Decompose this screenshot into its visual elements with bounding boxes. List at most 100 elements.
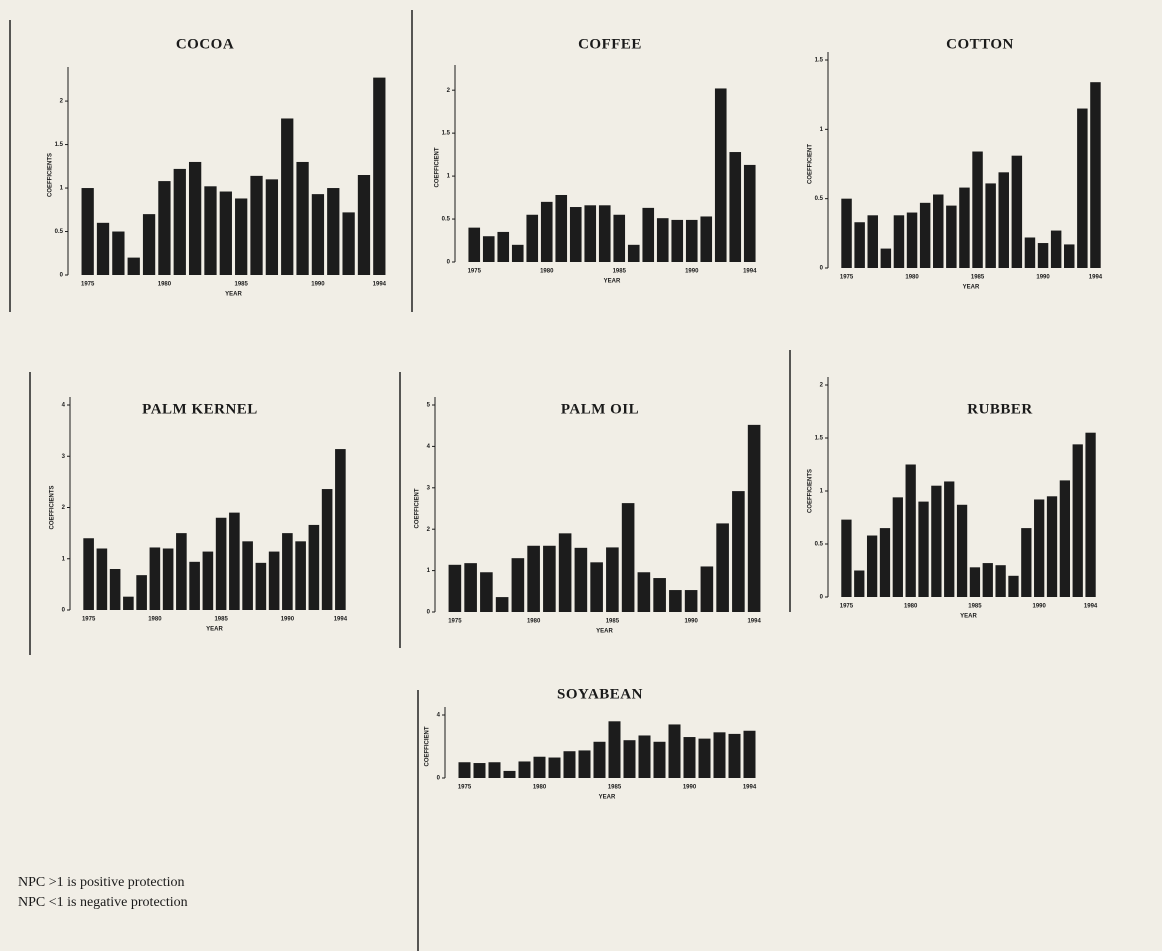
x-axis-label: YEAR: [596, 629, 613, 635]
bar: [308, 524, 320, 610]
bar: [905, 464, 916, 597]
bar: [906, 212, 918, 268]
y-tick-label: 1: [60, 186, 64, 192]
bar: [81, 188, 94, 275]
bar: [841, 198, 852, 268]
x-tick-label: 1980: [905, 275, 919, 281]
y-tick-label: 0: [437, 776, 441, 782]
x-tick-label: 1994: [743, 269, 757, 275]
x-tick-label: 1975: [458, 785, 472, 791]
y-tick-label: 0: [820, 266, 824, 272]
bar: [1090, 82, 1101, 268]
y-tick-label: 1.5: [815, 58, 824, 64]
x-axis-label: YEAR: [206, 627, 223, 633]
bar: [685, 219, 698, 262]
bar: [149, 547, 161, 610]
bar: [866, 535, 878, 597]
bar: [700, 216, 713, 262]
bar: [653, 741, 666, 778]
bar: [854, 222, 865, 268]
x-tick-label: 1975: [468, 269, 482, 275]
bar: [713, 732, 726, 778]
bar: [867, 215, 878, 268]
y-tick-label: 4: [437, 713, 441, 719]
bar: [464, 563, 477, 612]
x-tick-label: 1985: [606, 619, 620, 625]
y-tick-label: 2: [60, 99, 64, 105]
bar: [606, 547, 619, 612]
bar: [683, 737, 696, 778]
bar: [1046, 496, 1058, 597]
bar: [282, 533, 293, 610]
x-tick-label: 1994: [373, 282, 387, 288]
x-axis-label: YEAR: [225, 292, 242, 298]
bar: [242, 541, 253, 610]
y-tick-label: 0.5: [815, 542, 824, 548]
bar: [598, 205, 611, 262]
bar: [684, 590, 698, 612]
bar: [533, 756, 546, 778]
bar: [488, 762, 501, 778]
bar: [127, 257, 140, 275]
bar: [468, 227, 481, 262]
chart-title: COCOA: [176, 36, 234, 52]
y-axis-label: COEFFICIENT: [435, 147, 441, 187]
y-tick-label: 3: [62, 454, 66, 460]
x-tick-label: 1975: [448, 619, 462, 625]
x-tick-label: 1985: [613, 269, 627, 275]
bar: [526, 214, 539, 262]
bar: [854, 570, 865, 597]
bar: [311, 194, 325, 275]
bar: [653, 578, 666, 612]
bar: [83, 538, 94, 610]
y-tick-label: 0: [62, 608, 66, 614]
x-tick-label: 1985: [214, 617, 228, 623]
bar: [1011, 155, 1023, 268]
bar: [743, 164, 756, 262]
bar: [563, 751, 576, 778]
bar: [671, 219, 684, 262]
bar: [202, 551, 214, 610]
bar: [448, 564, 462, 612]
y-tick-label: 1: [447, 174, 451, 180]
x-axis-label: YEAR: [599, 795, 616, 801]
x-tick-label: 1990: [281, 617, 295, 623]
note: NPC >1 is positive protection: [18, 875, 185, 890]
bar: [204, 186, 217, 275]
y-tick-label: 0: [820, 595, 824, 601]
y-tick-label: 1.5: [442, 131, 451, 137]
y-axis-label: COEFFICIENTS: [48, 153, 54, 197]
bar: [219, 191, 232, 275]
x-tick-label: 1994: [334, 617, 348, 623]
bar: [235, 198, 248, 275]
x-tick-label: 1990: [683, 785, 697, 791]
bar: [1037, 243, 1049, 268]
bar: [969, 567, 981, 597]
bar: [373, 77, 386, 275]
bar: [574, 547, 588, 612]
y-tick-label: 0.5: [815, 196, 824, 202]
x-tick-label: 1994: [1089, 275, 1103, 281]
x-tick-label: 1994: [1084, 604, 1098, 610]
bar: [1034, 499, 1045, 597]
bar: [511, 558, 525, 612]
y-tick-label: 2: [427, 527, 431, 533]
bar: [1008, 575, 1019, 597]
x-tick-label: 1980: [904, 604, 918, 610]
bar: [188, 161, 202, 275]
y-axis-label: COEFFICIENT: [425, 726, 431, 766]
x-tick-label: 1985: [968, 604, 982, 610]
bar: [931, 485, 942, 597]
bar: [540, 201, 553, 262]
bar: [158, 181, 171, 275]
y-axis-label: COEFFICIENT: [808, 144, 814, 184]
bar: [518, 761, 531, 778]
bar: [892, 497, 903, 597]
bar: [637, 572, 651, 612]
bar: [173, 168, 186, 275]
x-tick-label: 1990: [1036, 275, 1050, 281]
y-axis-label: COEFFICIENTS: [50, 485, 56, 529]
bar: [112, 231, 125, 275]
bar: [1024, 237, 1036, 268]
